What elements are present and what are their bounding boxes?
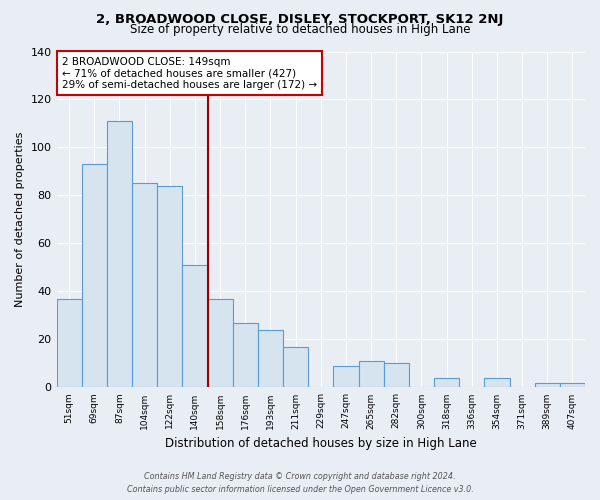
- Bar: [82, 164, 107, 388]
- Bar: [434, 378, 459, 388]
- Bar: [535, 382, 560, 388]
- Bar: [484, 378, 509, 388]
- Text: 2, BROADWOOD CLOSE, DISLEY, STOCKPORT, SK12 2NJ: 2, BROADWOOD CLOSE, DISLEY, STOCKPORT, S…: [97, 12, 503, 26]
- Y-axis label: Number of detached properties: Number of detached properties: [15, 132, 25, 307]
- Bar: [283, 346, 308, 388]
- Bar: [334, 366, 359, 388]
- Bar: [56, 298, 82, 388]
- Bar: [182, 265, 208, 388]
- Bar: [258, 330, 283, 388]
- Bar: [107, 121, 132, 388]
- Bar: [132, 184, 157, 388]
- Bar: [208, 298, 233, 388]
- Bar: [560, 382, 585, 388]
- Text: 2 BROADWOOD CLOSE: 149sqm
← 71% of detached houses are smaller (427)
29% of semi: 2 BROADWOOD CLOSE: 149sqm ← 71% of detac…: [62, 56, 317, 90]
- Bar: [383, 364, 409, 388]
- Text: Contains HM Land Registry data © Crown copyright and database right 2024.
Contai: Contains HM Land Registry data © Crown c…: [127, 472, 473, 494]
- X-axis label: Distribution of detached houses by size in High Lane: Distribution of detached houses by size …: [165, 437, 476, 450]
- Bar: [157, 186, 182, 388]
- Text: Size of property relative to detached houses in High Lane: Size of property relative to detached ho…: [130, 22, 470, 36]
- Bar: [359, 361, 383, 388]
- Bar: [233, 322, 258, 388]
